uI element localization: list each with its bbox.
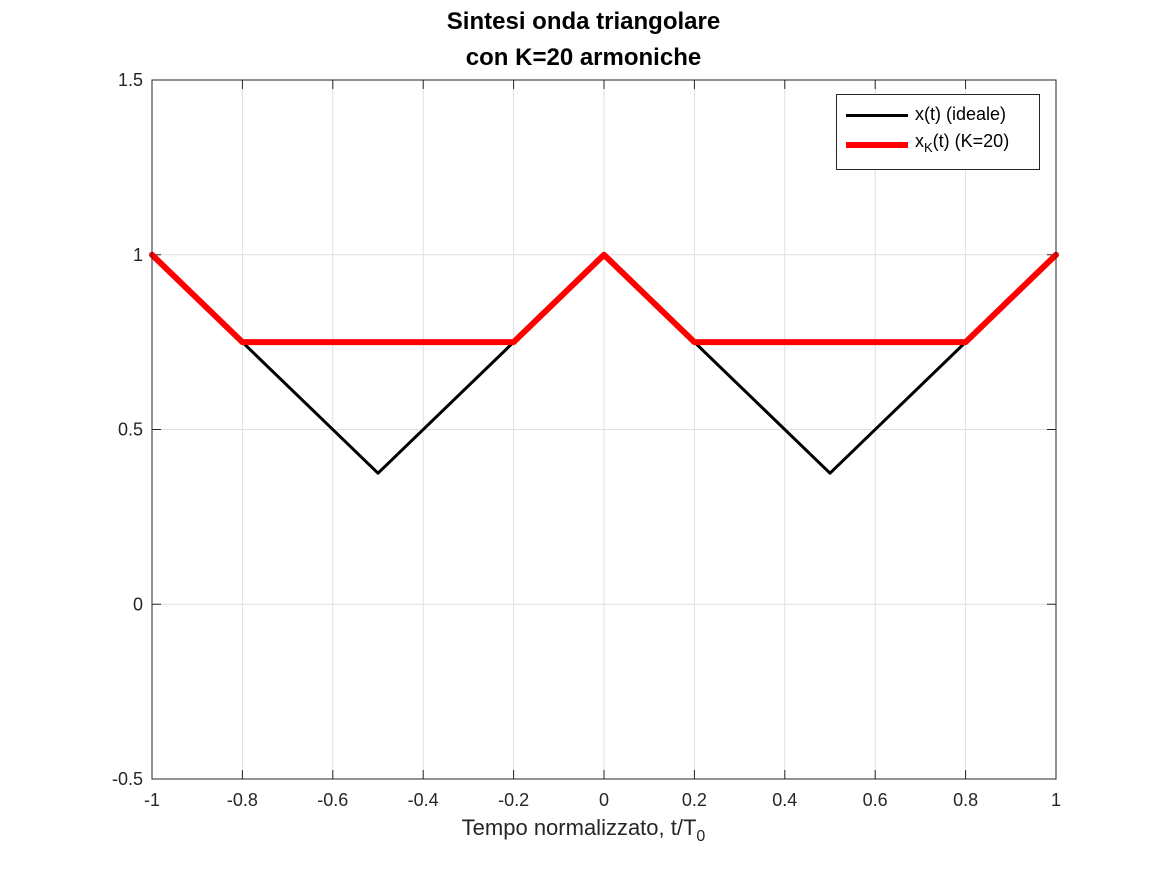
chart-title-line-2: con K=20 armoniche <box>465 44 702 71</box>
x-tick-label: -0.6 <box>317 790 348 810</box>
legend-entry-ideal: x(t) (ideale) <box>837 101 1039 131</box>
legend-label-synth: xK(t) (K=20) <box>915 131 1009 155</box>
x-tick-label: 0.2 <box>682 790 707 810</box>
legend-label-synth-rest: (t) (K=20) <box>932 131 1010 151</box>
series-line-synth <box>149 251 1059 346</box>
legend-label-synth-sub: K <box>924 140 933 155</box>
y-tick-label: 1 <box>133 245 143 265</box>
legend-swatch-ideal <box>846 114 908 117</box>
y-tick-label: 0.5 <box>118 420 143 440</box>
x-tick-label: 0.8 <box>953 790 978 810</box>
legend-swatch-synth <box>846 142 908 148</box>
x-tick-label: 0.6 <box>863 790 888 810</box>
x-axis-label: Tempo normalizzato, t/T0 <box>0 815 1167 846</box>
x-tick-label: 0.4 <box>772 790 797 810</box>
legend-label-synth-main: x <box>915 131 924 151</box>
legend-label-ideal: x(t) (ideale) <box>915 104 1007 124</box>
y-tick-label: 0 <box>133 594 143 614</box>
x-axis-label-main: Tempo normalizzato, t/T <box>461 815 697 840</box>
x-tick-label: 0 <box>599 790 609 810</box>
legend: x(t) (ideale) xK(t) (K=20) <box>836 94 1040 170</box>
y-tick-label: -0.5 <box>112 769 143 789</box>
axes-box <box>151 79 1057 780</box>
x-tick-label: 1 <box>1051 790 1061 810</box>
chart-title-line-1: Sintesi onda triangolare <box>446 8 721 35</box>
y-tick-label: 1.5 <box>118 70 143 90</box>
x-tick-label: -0.4 <box>408 790 439 810</box>
x-tick-label: -1 <box>144 790 160 810</box>
legend-entry-synth: xK(t) (K=20) <box>837 131 1039 161</box>
x-axis-label-subscript: 0 <box>696 828 706 845</box>
x-tick-label: -0.2 <box>498 790 529 810</box>
x-tick-label: -0.8 <box>227 790 258 810</box>
